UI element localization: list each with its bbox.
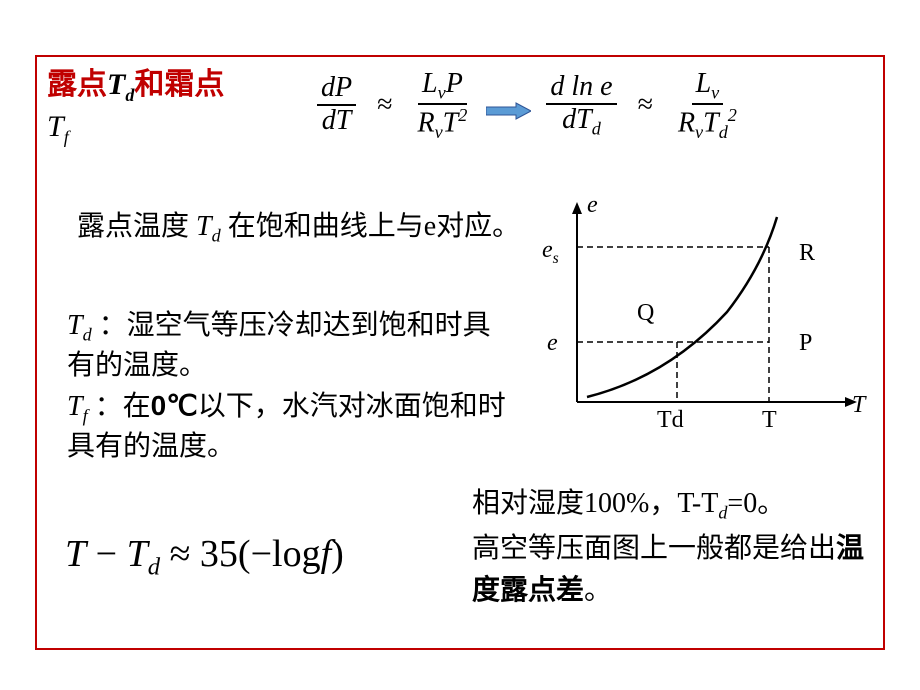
tick-Td: Td (657, 407, 684, 434)
symbol-Td: Td (196, 211, 221, 242)
point-Q: Q (637, 300, 654, 327)
formula-bottom: T − Td ≈ 35(−logf) (65, 532, 344, 582)
saturation-curve-graph: e T es e Td T Q R P (507, 192, 867, 432)
tick-es: es (542, 237, 559, 268)
tick-e: e (547, 330, 558, 357)
frac-LvP-RvT2: LvP RvT2 (413, 69, 471, 142)
point-P: P (799, 330, 812, 357)
arrow-icon (486, 96, 531, 114)
frac-dlne-dTd: d ln e dTd (546, 72, 616, 138)
top-equations: dP dT ≈ LvP RvT2 d ln e dTd ≈ Lv RvTd2 (317, 69, 741, 142)
symbol-Td-2: Td (67, 310, 92, 341)
title-td: Td (107, 68, 134, 101)
text-line-1: 露点温度 Td 在饱和曲线上与e对应。 (77, 207, 527, 249)
frac-Lv-RvTd2: Lv RvTd2 (674, 69, 741, 142)
frac-dP-dT: dP dT (317, 73, 356, 137)
title-tf: Tf (47, 110, 69, 143)
symbol-Tf: Tf (67, 391, 88, 422)
text-line-2: Td ：湿空气等压冷却达到饱和时具有的温度。 (67, 307, 517, 385)
slide-frame: 露点Td和霜点 Tf dP dT ≈ LvP RvT2 d ln e dTd ≈… (35, 55, 885, 650)
approx-1: ≈ (377, 89, 392, 121)
title-part2: 和霜点 (134, 68, 224, 101)
point-R: R (799, 240, 815, 267)
axis-label-T: T (852, 392, 865, 419)
approx-2: ≈ (638, 89, 653, 121)
axis-label-e: e (587, 192, 598, 219)
text-line-3: Tf ：在0℃以下，水汽对冰面饱和时具有的温度。 (67, 387, 517, 466)
title-part1: 露点 (47, 68, 107, 101)
title-block: 露点Td和霜点 Tf (47, 65, 297, 150)
paragraph-right: 相对湿度100%，T-Td=0。 高空等压面图上一般都是给出温度露点差。 (472, 482, 882, 611)
tick-T: T (762, 407, 777, 434)
